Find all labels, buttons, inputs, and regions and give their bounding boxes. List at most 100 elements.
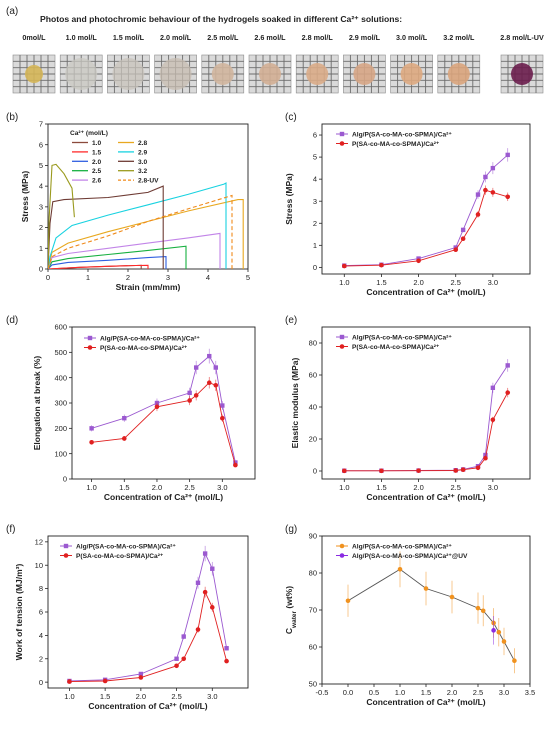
sample-label: 2.8 mol/L (302, 33, 334, 42)
y-tick-label: 500 (54, 348, 67, 357)
data-point-marker (187, 390, 192, 396)
data-point-marker (174, 663, 179, 669)
y-axis-label: Stress (MPa) (20, 171, 30, 223)
data-point-marker (475, 192, 481, 197)
x-axis-label: Concentration of Ca²⁺ (mol/L) (88, 701, 207, 711)
sample-3: 2.0 mol/L (154, 33, 197, 94)
x-tick-label: 0 (46, 273, 50, 282)
sample-4: 2.5 mol/L (201, 33, 245, 94)
data-point-marker (483, 455, 488, 461)
data-point-marker (416, 258, 421, 264)
y-tick-label: 70 (309, 606, 317, 615)
x-tick-label: 0.5 (369, 688, 379, 697)
data-point-marker (339, 344, 345, 349)
data-point-marker (501, 639, 507, 644)
data-point-marker (206, 380, 212, 386)
panel-label: (b) (6, 112, 18, 123)
data-point-marker (475, 605, 481, 611)
y-tick-label: 60 (309, 643, 317, 652)
legend-title: Ca²⁺ (mol/L) (70, 130, 108, 137)
data-point-marker (379, 468, 384, 474)
x-tick-label: 3.0 (499, 688, 509, 697)
panel-a-photos: (a) Photos and photochromic behaviour of… (6, 6, 544, 94)
x-tick-label: 1.0 (339, 483, 349, 492)
legend-label: 2.9 (138, 149, 147, 156)
x-axis-label: Concentration of Ca²⁺ (mol/L) (366, 697, 485, 707)
plot-area (89, 348, 238, 468)
sample-label: 3.0 mol/L (396, 33, 428, 42)
y-axis-label: Work of tension (MJ/m³) (14, 564, 24, 661)
legend-label: Alg/P(SA-co-MA-co-SPMA)/Ca²⁺@UV (352, 553, 468, 560)
data-point-marker (512, 658, 517, 663)
y-axis-label: Cwater (wt%) (284, 586, 298, 634)
legend-label: Alg/P(SA-co-MA-co-SPMA)/Ca²⁺ (352, 543, 452, 550)
data-point-marker (339, 553, 345, 558)
data-point-marker (202, 551, 208, 556)
data-point-marker (496, 629, 502, 635)
y-tick-label: 0 (63, 475, 67, 484)
data-point-marker (220, 403, 225, 408)
chart-f: (f) 1.0 1.5 2.0 2.5 3.0 0 2 4 6 8 10 12 Concentration… (6, 524, 249, 711)
plot-area (341, 148, 511, 269)
series-line-2.6 (48, 232, 221, 269)
y-tick-label: 80 (309, 339, 317, 348)
hydrogel-disc (447, 63, 470, 85)
x-tick-label: 2.0 (152, 483, 162, 492)
data-point-marker (490, 165, 496, 171)
legend: Alg/P(SA-co-MA-co-SPMA)/Ca²⁺ Alg/P(SA-co-… (336, 543, 468, 560)
data-point-marker (138, 675, 144, 680)
data-point-marker (483, 174, 488, 180)
data-point-marker (480, 608, 486, 614)
legend-label: P(SA-co-MA-co-SPMA)/Ca²⁺ (100, 345, 188, 352)
data-point-marker (193, 365, 199, 370)
plot-area (345, 551, 517, 674)
y-axis-label-main: C (284, 628, 294, 634)
data-point-marker (89, 439, 94, 445)
series-line-2.0 (48, 256, 167, 269)
series-line (91, 382, 236, 466)
x-tick-label: 2.0 (136, 692, 146, 701)
panel-a-label: (a) (6, 6, 18, 17)
data-point-marker (416, 468, 421, 473)
data-point-marker (207, 353, 212, 359)
hydrogel-disc (306, 63, 329, 85)
data-point-marker (341, 263, 347, 269)
legend-label: 3.0 (138, 159, 147, 166)
panel-label: (f) (6, 524, 15, 535)
photo-row: 0mol/L 1.0 mol/L 1.5 mol/L 2.0 mol/L 2.5 mol… (12, 33, 544, 94)
legend-label: P(SA-co-MA-co-SPMA)/Ca²⁺ (352, 141, 440, 148)
y-tick-label: 8 (39, 584, 43, 593)
y-tick-label: 3 (313, 197, 317, 206)
x-tick-label: 2.5 (184, 483, 194, 492)
photos-title: Photos and photochromic behaviour of the… (40, 14, 402, 24)
data-point-marker (210, 566, 215, 571)
series-line (69, 552, 228, 682)
legend-label: 2.6 (92, 178, 101, 185)
y-tick-label: 2 (39, 654, 43, 663)
y-tick-label: 600 (54, 323, 67, 332)
sample-10: 2.8 mol/L-UV (500, 33, 544, 94)
panel-label: (c) (285, 112, 297, 123)
data-point-marker (341, 468, 347, 474)
y-tick-label: 3 (39, 202, 43, 211)
series-line-3.0 (48, 185, 164, 269)
y-tick-label: 4 (313, 175, 317, 184)
data-point-marker (449, 594, 455, 600)
data-point-marker (505, 363, 510, 368)
x-axis-label: Concentration of Ca²⁺ (mol/L) (366, 492, 485, 502)
data-point-marker (102, 678, 108, 684)
sample-label: 2.0 mol/L (160, 33, 192, 42)
series-line-2.5 (48, 245, 187, 269)
data-point-marker (453, 247, 459, 253)
data-point-marker (460, 227, 466, 233)
data-point-marker (154, 404, 160, 410)
x-tick-label: 2.0 (447, 688, 457, 697)
data-point-marker (195, 580, 201, 585)
x-axis-label: Concentration of Ca²⁺ (mol/L) (104, 492, 223, 502)
x-tick-label: 4 (206, 273, 210, 282)
y-tick-label: 0 (39, 265, 43, 274)
legend-label: Alg/P(SA-co-MA-co-SPMA)/Ca²⁺ (76, 543, 176, 550)
data-point-marker (339, 131, 345, 137)
